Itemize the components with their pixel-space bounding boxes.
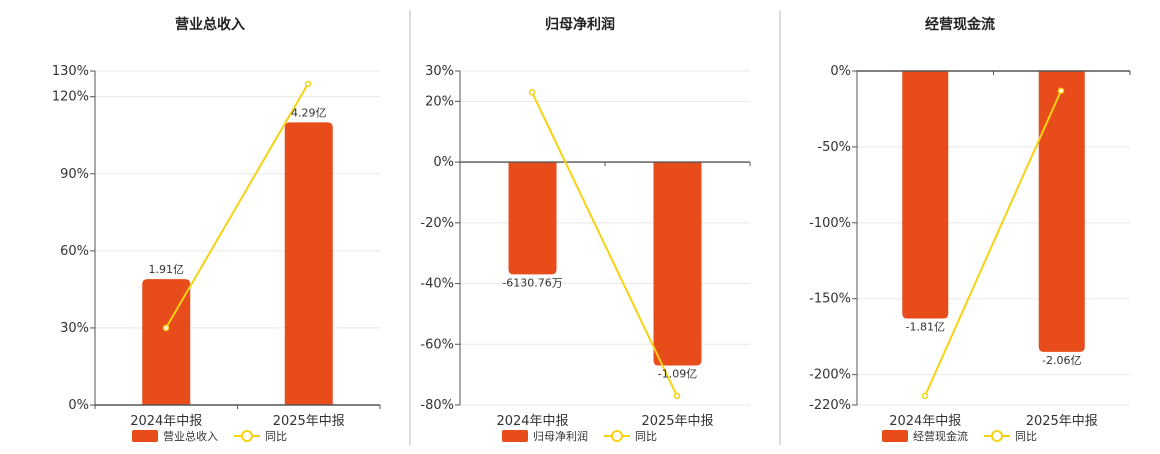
axes (459, 71, 751, 405)
bar-data-label: -2.06亿 (1042, 354, 1081, 367)
y-tick-label: 0% (433, 155, 454, 170)
line-series (528, 89, 681, 400)
x-axis-ticks: 2024年中报 2025年中报 (496, 414, 713, 429)
x-axis-ticks: 2024年中报 2025年中报 (130, 414, 345, 429)
yoy-point (673, 392, 681, 400)
y-tick-label: 0% (68, 398, 89, 413)
y-tick-label: -150% (809, 292, 851, 307)
legend-label-bar: 经营现金流 (913, 429, 968, 443)
y-tick-label: 120% (52, 90, 89, 105)
chart-title: 营业总收入 (175, 16, 245, 33)
grid (857, 70, 1130, 406)
legend-label-line: 同比 (1015, 430, 1037, 443)
y-tick-label: 130% (52, 64, 89, 79)
bar (902, 71, 949, 319)
legend-label-bar: 归母净利润 (533, 429, 588, 443)
legend: 经营现金流 同比 (882, 429, 1037, 443)
data-labels: 1.91亿 4.29亿 (149, 106, 327, 276)
legend: 归母净利润 同比 (502, 429, 657, 443)
y-tick-label: -200% (809, 368, 851, 383)
y-tick-label: -20% (420, 216, 454, 231)
chart-panel-revenue: 营业总收入 0% 30% 60% 90% 120% 130% 1.91亿 4.29亿 202… (52, 16, 381, 443)
grid (95, 70, 380, 406)
bar (508, 162, 557, 275)
line-series (921, 87, 1065, 400)
yoy-line (924, 90, 1062, 397)
bar-data-label: -1.81亿 (906, 320, 945, 333)
line-series (162, 80, 312, 332)
bar-data-label: 4.29亿 (291, 106, 327, 119)
yoy-point (304, 80, 312, 88)
y-tick-label: -50% (817, 140, 851, 155)
y-tick-label: -40% (420, 277, 454, 292)
y-tick-label: -60% (420, 337, 454, 352)
chart-title: 经营现金流 (925, 16, 995, 33)
grid (460, 70, 750, 406)
legend-bar-swatch (132, 430, 158, 442)
y-tick-label: 30% (425, 64, 454, 79)
bar (284, 122, 333, 405)
y-tick-label: 60% (60, 244, 89, 259)
bar (653, 162, 702, 366)
data-labels: -6130.76万 -1.09亿 (502, 276, 697, 380)
x-tick-label: 2025年中报 (1026, 414, 1098, 429)
legend-bar-swatch (502, 430, 528, 442)
bar-data-label: -6130.76万 (502, 276, 562, 289)
yoy-point (528, 89, 536, 96)
legend-line-marker (991, 430, 1003, 442)
axes (856, 70, 1131, 405)
chart-title: 归母净利润 (545, 16, 615, 33)
bar-data-label: 1.91亿 (149, 263, 185, 276)
y-tick-label: 20% (425, 94, 454, 109)
chart-panel-net-profit: 归母净利润 30% 20% 0% -20% -40% -60% -80% -6130.76万… (420, 16, 751, 443)
legend-bar-swatch (882, 430, 908, 442)
bar-series (508, 162, 702, 366)
legend-label-line: 同比 (635, 430, 657, 443)
y-axis-ticks: 0% 30% 60% 90% 120% 130% (52, 64, 95, 413)
x-tick-label: 2024年中报 (889, 414, 961, 429)
bar (1038, 71, 1085, 352)
y-tick-label: -100% (809, 216, 851, 231)
y-tick-label: 90% (60, 167, 89, 182)
bar-data-label: -1.09亿 (658, 368, 697, 381)
data-labels: -1.81亿 -2.06亿 (906, 320, 1082, 366)
x-tick-label: 2025年中报 (641, 414, 713, 429)
x-tick-label: 2025年中报 (273, 414, 345, 429)
bar-series (902, 71, 1085, 352)
yoy-point (162, 324, 170, 332)
y-tick-label: -220% (809, 398, 851, 413)
y-axis-ticks: 30% 20% 0% -20% -40% -60% -80% (420, 64, 460, 413)
axes (94, 71, 381, 409)
chart-panel-operating-cash-flow: 经营现金流 0%-50%-100%-150%-200%-220% -1.81亿-… (809, 16, 1131, 443)
x-tick-label: 2024年中报 (130, 414, 202, 429)
bar-series (142, 122, 333, 405)
bar (142, 279, 191, 405)
y-tick-label: 30% (60, 321, 89, 336)
yoy-point (921, 392, 929, 400)
yoy-line (531, 91, 678, 397)
legend-label-bar: 营业总收入 (163, 429, 218, 443)
legend: 营业总收入 同比 (132, 429, 287, 443)
yoy-line (165, 83, 309, 329)
legend-label-line: 同比 (265, 430, 287, 443)
x-axis-ticks: 2024年中报 2025年中报 (889, 414, 1098, 429)
yoy-point (1057, 87, 1065, 94)
legend-line-marker (611, 430, 623, 442)
x-tick-label: 2024年中报 (496, 414, 568, 429)
y-tick-label: -80% (420, 398, 454, 413)
y-axis-ticks: 0% -50% -100% -150% -200% -220% (809, 64, 857, 413)
y-tick-label: 0% (830, 64, 851, 79)
legend-line-marker (241, 430, 253, 442)
